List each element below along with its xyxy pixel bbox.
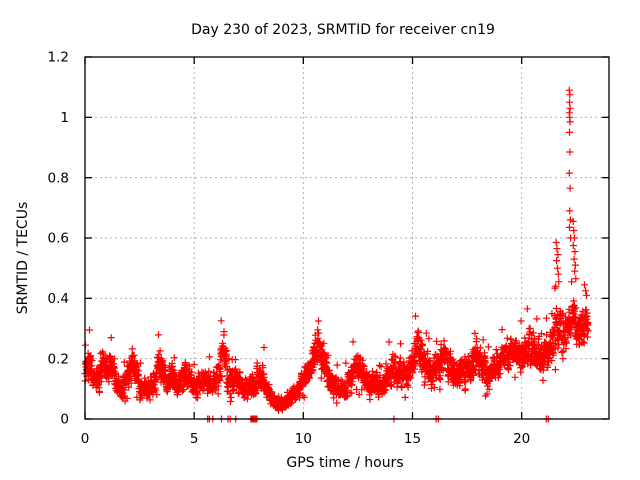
x-axis-label: GPS time / hours	[286, 455, 403, 471]
plot-border	[84, 56, 610, 420]
y-tick-label: 1	[60, 110, 69, 126]
y-tick-label: 1.2	[48, 50, 69, 66]
x-tick-label: 20	[513, 431, 530, 447]
x-tick-label: 5	[190, 431, 199, 447]
y-tick-label: 0.4	[48, 291, 69, 307]
x-tick-label: 0	[81, 431, 90, 447]
y-tick-label: 0.2	[48, 351, 69, 367]
scatter-points	[81, 86, 592, 423]
tick-labels: 0 5 10 15 20 0 0.2 0.4 0.6 0.8 1 1.2	[48, 50, 531, 447]
y-tick-label: 0.8	[48, 170, 69, 186]
srmtid-series-markers	[81, 86, 592, 423]
y-axis-label: SRMTID / TECUs	[15, 202, 31, 315]
x-tick-label: 10	[295, 431, 312, 447]
x-tick-label: 15	[404, 431, 421, 447]
y-tick-label: 0.6	[48, 231, 69, 247]
y-tick-label: 0	[60, 412, 69, 428]
chart-title: Day 230 of 2023, SRMTID for receiver cn1…	[191, 22, 495, 38]
